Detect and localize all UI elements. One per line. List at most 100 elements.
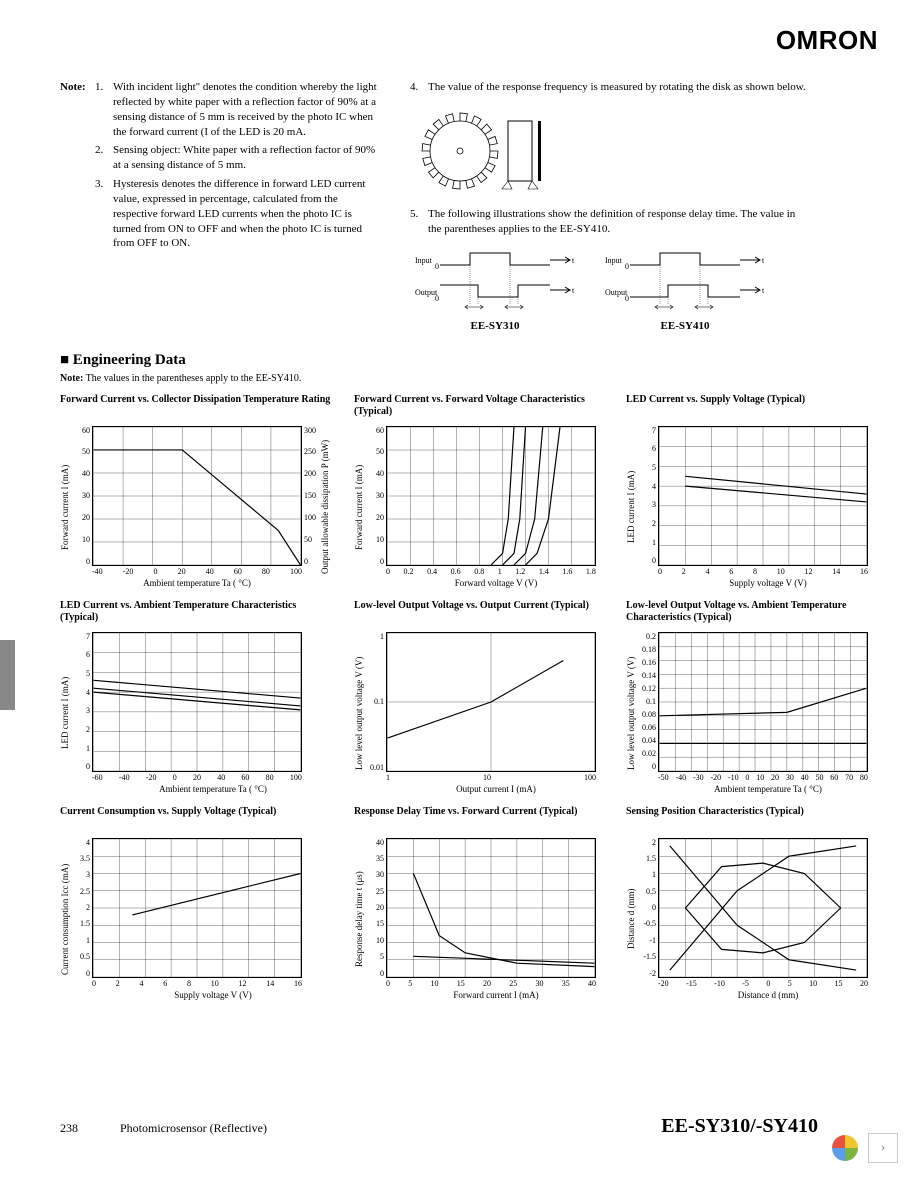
chart-plot (658, 426, 868, 566)
chart-yticks: 6050403020100 (74, 426, 92, 566)
svg-text:Input: Input (605, 256, 623, 265)
chart-xticks: 0246810121416 (658, 567, 868, 576)
gear-icon (410, 101, 550, 201)
page-number: 238 (60, 1121, 120, 1136)
chart-xticks: 0246810121416 (92, 979, 302, 988)
chart-xlabel: Ambient temperature Ta ( °C) (658, 784, 878, 794)
chart-xticks: 00.20.40.60.811.21.41.61.8 (386, 567, 596, 576)
chart-xlabel: Forward current I (mA) (386, 990, 606, 1000)
svg-text:0: 0 (625, 294, 629, 303)
chart-xlabel: Supply voltage V (V) (658, 578, 878, 588)
timing-label: EE-SY410 (600, 320, 770, 332)
note-number: 3. (95, 177, 113, 251)
corner-widget[interactable]: › (830, 1133, 898, 1163)
chart-cell: Forward Current vs. Forward Voltage Char… (354, 394, 606, 588)
notes-section: Note: 1. With incident light" denotes th… (60, 80, 878, 332)
chart-xticks: 110100 (386, 773, 596, 782)
chart-title: Response Delay Time vs. Forward Current … (354, 806, 606, 834)
chart-yticks: 0.20.180.160.140.120.10.080.060.040.020 (640, 632, 658, 772)
chart-ylabel: Distance d (mm) (626, 838, 640, 1000)
note-number: 4. (410, 80, 428, 95)
svg-text:0: 0 (435, 294, 439, 303)
timing-diagrams: Input 0 t Output 0 t (410, 245, 810, 332)
svg-text:Input: Input (415, 256, 433, 265)
chart-xlabel: Forward voltage V (V) (386, 578, 606, 588)
chart-plot (92, 632, 302, 772)
svg-text:t: t (572, 286, 575, 295)
chart-yticks: 43.532.521.510.50 (74, 838, 92, 978)
footer-category: Photomicrosensor (Reflective) (120, 1121, 661, 1136)
chart-plot (92, 426, 302, 566)
note-bold-label: Note: (60, 373, 83, 384)
chart-yticks: 6050403020100 (368, 426, 386, 566)
chart-yticks: 10.10.01 (368, 632, 386, 772)
chart-xticks: -50-40-30-20-1001020304050607080 (658, 773, 868, 782)
chart-ylabel: LED current I (mA) (626, 426, 640, 588)
note-text: Hysteresis denotes the difference in for… (113, 177, 380, 251)
chart-title: Current Consumption vs. Supply Voltage (… (60, 806, 334, 834)
svg-text:0: 0 (435, 262, 439, 271)
chart-cell: Low-level Output Voltage vs. Ambient Tem… (626, 600, 878, 794)
chart-cell: LED Current vs. Supply Voltage (Typical)… (626, 394, 878, 588)
note-text: The value of the response frequency is m… (428, 80, 810, 95)
chart-plot (92, 838, 302, 978)
note-text: With incident light" denotes the conditi… (113, 80, 380, 139)
chart-cell: Low-level Output Voltage vs. Output Curr… (354, 600, 606, 794)
chart-xlabel: Ambient temperature Ta ( °C) (92, 784, 334, 794)
charts-grid: Forward Current vs. Collector Dissipatio… (60, 394, 878, 1000)
chart-ylabel-right: Output allowable dissipation P (mW) (320, 426, 334, 588)
chart-yticks: 76543210 (74, 632, 92, 772)
chart-ylabel: Response delay time t (μs) (354, 838, 368, 1000)
chart-plot (658, 838, 868, 978)
note-body: The values in the parentheses apply to t… (86, 373, 302, 384)
note-number: 2. (95, 143, 113, 173)
svg-text:t: t (572, 256, 575, 265)
note-label: Note: (60, 80, 95, 139)
chart-xlabel: Ambient temperature Ta ( °C) (92, 578, 302, 588)
chart-yticks: 76543210 (640, 426, 658, 566)
chart-cell: Current Consumption vs. Supply Voltage (… (60, 806, 334, 1000)
notes-right-column: 4. The value of the response frequency i… (410, 80, 810, 332)
footer-model: EE-SY310/-SY410 (661, 1115, 818, 1138)
chart-xlabel: Supply voltage V (V) (92, 990, 334, 1000)
chart-ylabel: Forward current I (mA) (354, 426, 368, 588)
chart-xlabel: Distance d (mm) (658, 990, 878, 1000)
chart-cell: Forward Current vs. Collector Dissipatio… (60, 394, 334, 588)
notes-left-column: Note: 1. With incident light" denotes th… (60, 80, 380, 332)
pinwheel-icon (830, 1133, 860, 1163)
chart-title: Sensing Position Characteristics (Typica… (626, 806, 878, 834)
chart-ylabel: Forward current I (mA) (60, 426, 74, 588)
chevron-right-icon[interactable]: › (868, 1133, 898, 1163)
engineering-data-header: ■ Engineering Data (60, 352, 878, 369)
chart-cell: Sensing Position Characteristics (Typica… (626, 806, 878, 1000)
chart-plot (386, 426, 596, 566)
brand-logo: OMRON (776, 25, 878, 56)
chart-title: Low-level Output Voltage vs. Output Curr… (354, 600, 606, 628)
chart-ylabel: Low level output voltage V (V) (626, 632, 640, 794)
timing-label: EE-SY310 (410, 320, 580, 332)
chart-title: Low-level Output Voltage vs. Ambient Tem… (626, 600, 878, 628)
chart-plot (386, 838, 596, 978)
chart-cell: LED Current vs. Ambient Temperature Char… (60, 600, 334, 794)
chart-ylabel: Low level output voltage V (V) (354, 632, 368, 794)
note-text: Sensing object: White paper with a refle… (113, 143, 380, 173)
svg-text:0: 0 (625, 262, 629, 271)
chart-xticks: -20-15-10-505101520 (658, 979, 868, 988)
disk-diagram (410, 101, 810, 201)
side-tab (0, 640, 15, 710)
timing-diagram-sy310: Input 0 t Output 0 t (410, 245, 580, 315)
chart-plot (658, 632, 868, 772)
chart-yticks-right: 300250200150100500 (302, 426, 320, 566)
chart-title: LED Current vs. Supply Voltage (Typical) (626, 394, 878, 422)
chart-title: Forward Current vs. Forward Voltage Char… (354, 394, 606, 422)
chart-ylabel: Current consumption Icc (mA) (60, 838, 74, 1000)
note-number: 5. (410, 207, 428, 237)
page-footer: 238 Photomicrosensor (Reflective) EE-SY3… (60, 1115, 818, 1138)
chart-xticks: -60-40-20020406080100 (92, 773, 302, 782)
chart-cell: Response Delay Time vs. Forward Current … (354, 806, 606, 1000)
chart-ylabel: LED current I (mA) (60, 632, 74, 794)
chart-yticks: 4035302520151050 (368, 838, 386, 978)
svg-text:t: t (762, 286, 765, 295)
chart-xticks: 0510152025303540 (386, 979, 596, 988)
chart-xticks: -40-20020406080100 (92, 567, 302, 576)
